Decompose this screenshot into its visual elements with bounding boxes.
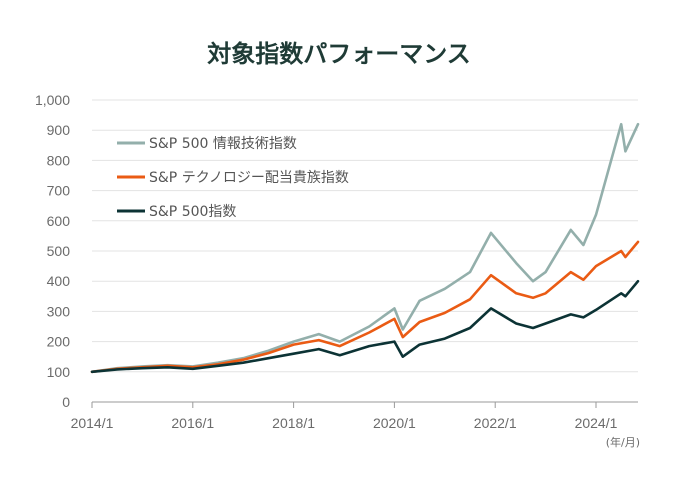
- gridlines: [92, 99, 638, 403]
- x-tick-label: 2020/1: [373, 415, 416, 431]
- chart-title: 対象指数パフォーマンス: [207, 40, 471, 68]
- y-axis-ticks: 0 100 200 300 400 500 600 700 800 900 1,000: [35, 92, 70, 410]
- legend: S&P 500 情報技術指数 S&P テクノロジー配当貴族指数 S&P 500指数: [117, 136, 349, 220]
- legend-label: S&P テクノロジー配当貴族指数: [149, 170, 349, 186]
- y-tick-label: 200: [47, 334, 71, 350]
- legend-label: S&P 500指数: [149, 204, 236, 220]
- x-tick-label: 2018/1: [272, 415, 315, 431]
- x-tick-label: 2022/1: [474, 415, 517, 431]
- series-lines: [90, 122, 640, 374]
- legend-label: S&P 500 情報技術指数: [149, 136, 297, 152]
- x-tick-label: 2014/1: [71, 415, 114, 431]
- y-tick-label: 400: [47, 273, 71, 289]
- x-axis-unit-label: (年/月): [606, 435, 640, 449]
- y-tick-label: 800: [47, 152, 71, 168]
- y-tick-label: 100: [47, 364, 71, 380]
- y-tick-label: 900: [47, 122, 71, 138]
- y-tick-label: 700: [47, 183, 71, 199]
- x-tick-label: 2016/1: [171, 415, 214, 431]
- y-tick-label: 300: [47, 303, 71, 319]
- y-tick-label: 500: [47, 243, 71, 259]
- y-tick-label: 0: [62, 394, 70, 410]
- y-tick-label: 1,000: [35, 92, 70, 108]
- series-line-3: [90, 279, 640, 374]
- y-tick-label: 600: [47, 213, 71, 229]
- series-line-2: [90, 240, 640, 374]
- x-axis-ticks: 2014/1 2016/1 2018/1 2020/1 2022/1 2024/1: [71, 401, 638, 431]
- x-tick-label: 2024/1: [575, 415, 618, 431]
